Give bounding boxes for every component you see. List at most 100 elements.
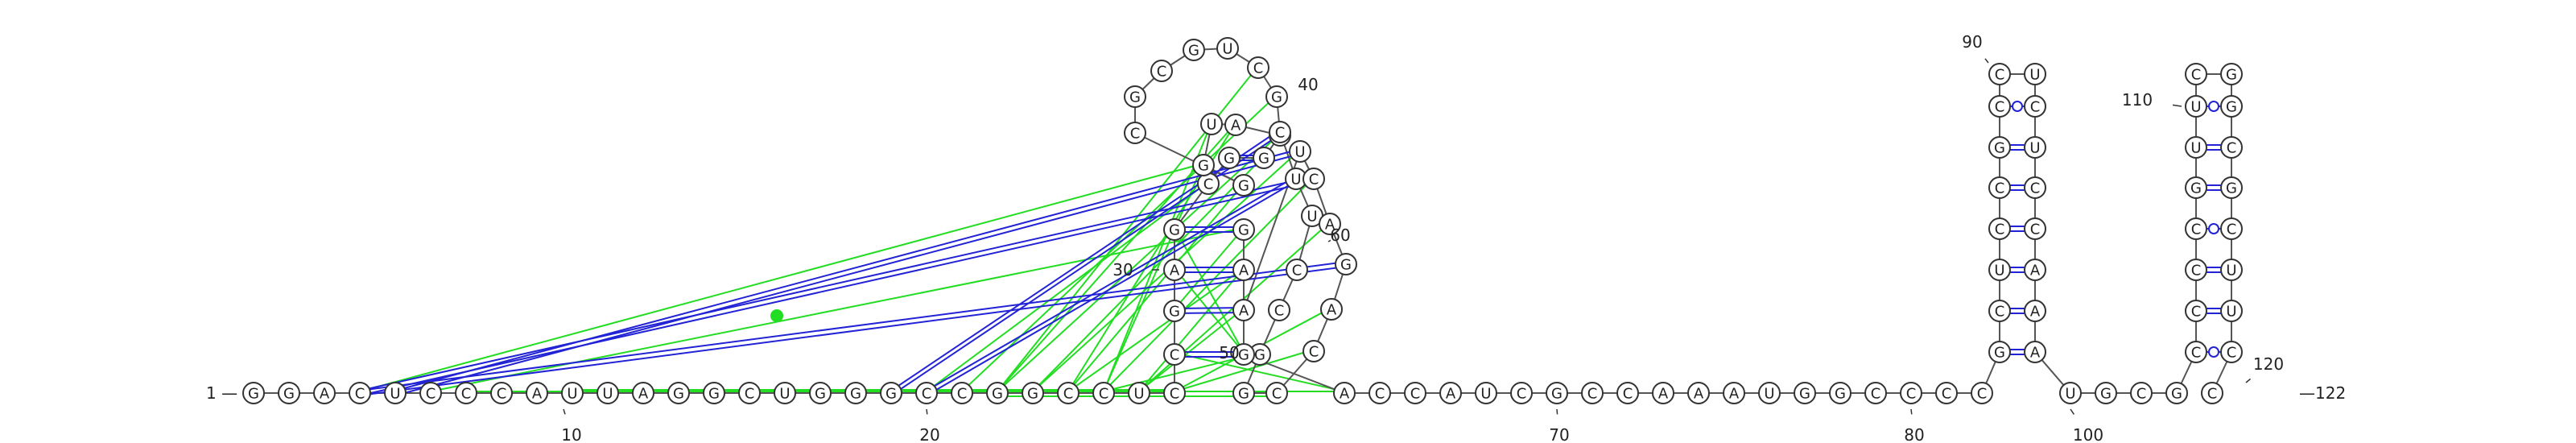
nucleotide-57: G [1335,253,1357,275]
nucleotide-letter: G [2226,99,2237,116]
nucleotide-letter: A [2030,263,2041,279]
nucleotide-circle-icon [1247,56,1269,79]
nucleotide-circle-icon [1829,382,1852,404]
nucleotide-letter: U [2029,67,2040,84]
nucleotide-107: C [2185,217,2207,240]
nucleotide-letter: U [1222,41,1232,58]
nucleotide-106: C [2185,259,2207,281]
nucleotide-letter: G [1254,347,1265,364]
nucleotide-51: C [1268,299,1290,321]
nucleotide-letter: C [1995,99,2005,116]
nucleotide-97: A [2024,259,2046,281]
nucleotide-circle-icon [278,382,300,404]
nucleotide-letter: C [2136,386,2147,403]
nucleotide-119: C [2220,341,2243,363]
nucleotide-23: G [1022,382,1044,404]
nucleotide-circle-icon [490,382,513,404]
nucleotide-circle-icon [1286,259,1308,281]
nucleotide-94: U [2024,136,2046,159]
nucleotide-114: C [2220,136,2243,159]
nucleotide-letter: U [1294,144,1305,161]
nucleotide-9: A [526,382,548,404]
nucleotide-circle-icon [1232,218,1255,241]
nucleotide-67: C [1404,382,1426,404]
nucleotide-circle-icon [1652,382,1674,404]
nucleotide-circle-icon [1265,85,1288,108]
nucleotide-80: C [1864,382,1887,404]
tertiary-interaction-line [1174,227,1245,354]
nucleotide-letter: C [2191,345,2202,362]
nucleotide-90: C [1988,95,2011,118]
nucleotide-letter: A [532,386,543,403]
nucleotide-circle-icon [986,382,1009,404]
nucleotide-circle-icon [1057,382,1080,404]
nucleotide-letter: C [2191,67,2202,84]
nucleotide-47: C [1269,121,1291,143]
nucleotide-letter: G [1129,89,1141,106]
nucleotide-letter: G [283,386,295,403]
nucleotide-letter: U [2029,140,2040,157]
nucleotide-112: G [2220,63,2243,85]
nucleotide-letter: A [1239,263,1249,279]
nucleotide-circle-icon [1192,154,1215,176]
nucleotide-circle-icon [1302,340,1325,362]
nucleotide-letter: A [2030,345,2041,362]
nucleotide-circle-icon [1232,382,1255,404]
nucleotide-75: A [1687,382,1710,404]
nucleotide-letter: C [2207,386,2218,403]
nucleotide-letter: G [1169,304,1180,321]
nucleotide-letter: C [2191,263,2202,279]
nucleotide-circle-icon [1224,114,1247,136]
nucleotide-letter: U [1290,172,1301,188]
nucleotide-letter: C [1253,60,1264,77]
nucleotide-circle-icon [2024,341,2046,363]
nucleotide-circle-icon [2185,259,2207,281]
nucleotide-letter: G [248,386,259,403]
nucleotide-letter: A [320,386,330,403]
nucleotide-letter: C [497,386,507,403]
nucleotide-letter: U [2190,99,2201,116]
nucleotide-circle-icon [2220,259,2243,281]
nucleotide-91: C [1988,63,2011,85]
nucleotide-circle-icon [1319,213,1341,235]
nucleotide-24: C [1057,382,1080,404]
nucleotide-circle-icon [2220,136,2243,159]
nucleotide-letter: G [1027,386,1038,403]
backbone-segment [1134,132,1245,186]
tertiary-interaction-line [1174,349,1315,392]
long-range-pair-line [926,176,1297,391]
nucleotide-letter: C [2191,222,2202,238]
nucleotide-letter: U [1764,386,1774,403]
nucleotide-circle-icon [1289,140,1311,163]
nucleotide-circle-icon [1232,343,1255,366]
nucleotide-letter: C [1375,386,1385,403]
nucleotide-circle-icon [2220,95,2243,118]
nucleotide-letter: C [2191,304,2202,321]
nucleotide-letter: G [2190,180,2202,197]
nucleotide-letter: G [673,386,684,403]
nucleotide-66: C [1368,382,1391,404]
nucleotide-letter: U [1133,386,1144,403]
long-range-pair-line [394,148,1301,391]
nucleotide-circle-icon [2024,63,2046,85]
nucleotide-letter: G [1258,151,1269,168]
nucleotide-letter: G [815,386,826,403]
nucleotide-letter: C [1292,263,1302,279]
nucleotide-circle-icon [384,382,407,404]
nucleotide-65: A [1333,382,1356,404]
tertiary-interaction-line [1067,183,1245,392]
nucleotide-circle-icon [1150,60,1173,82]
position-label-60: 60 [1330,226,1350,245]
end-position-label: —122 [2299,383,2346,403]
nucleotide-letter: C [1517,386,1527,403]
nucleotide-21: C [951,382,973,404]
nucleotide-circle-icon [1971,382,1993,404]
nucleotide-93: C [2024,95,2046,118]
nucleotide-28: C [1163,343,1186,366]
tertiary-interaction-line [359,163,1204,392]
position-tick [1327,239,1331,242]
nucleotide-circle-icon [1404,382,1426,404]
nucleotide-26: U [1128,382,1150,404]
nucleotide-circle-icon [2024,217,2046,240]
nucleotide-17: G [809,382,832,404]
